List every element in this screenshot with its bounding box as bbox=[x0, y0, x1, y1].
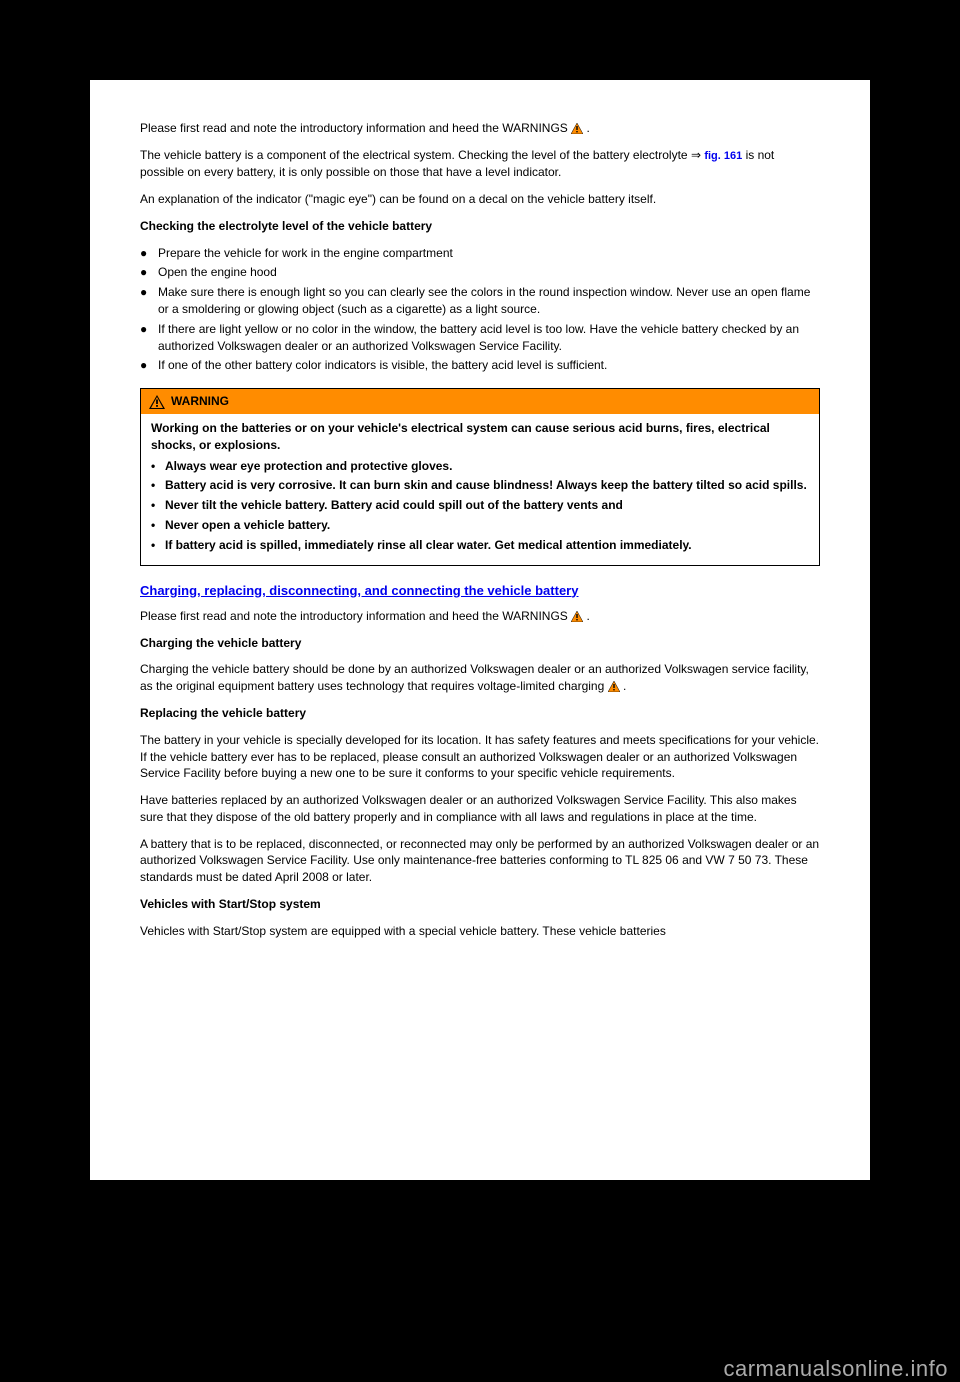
heading-charging: Charging the vehicle battery bbox=[140, 635, 820, 652]
step-text: Prepare the vehicle for work in the engi… bbox=[158, 245, 820, 262]
list-item: •Battery acid is very corrosive. It can … bbox=[151, 477, 809, 494]
list-item: ● If there are light yellow or no color … bbox=[140, 321, 820, 355]
replace-paragraph: The battery in your vehicle is specially… bbox=[140, 732, 820, 782]
warning-item-text: If battery acid is spilled, immediately … bbox=[165, 537, 809, 554]
warning-item-text: Never open a vehicle battery. bbox=[165, 517, 809, 534]
figure-link[interactable]: fig. 161 bbox=[704, 150, 742, 162]
list-item: ● If one of the other battery color indi… bbox=[140, 357, 820, 374]
warning-item-text: Always wear eye protection and protectiv… bbox=[165, 458, 809, 475]
warning-label: WARNING bbox=[171, 393, 229, 410]
list-item: •Always wear eye protection and protecti… bbox=[151, 458, 809, 475]
step-text: If there are light yellow or no color in… bbox=[158, 321, 820, 355]
step-text: Open the engine hood bbox=[158, 264, 820, 281]
step-text: Make sure there is enough light so you c… bbox=[158, 284, 820, 318]
warning-item-text: Battery acid is very corrosive. It can b… bbox=[165, 477, 809, 494]
steps-list: ● Prepare the vehicle for work in the en… bbox=[140, 245, 820, 375]
heading-check-electrolyte: Checking the electrolyte level of the ve… bbox=[140, 218, 820, 235]
warning-box: WARNING Working on the batteries or on y… bbox=[140, 388, 820, 565]
charging-paragraph: Charging the vehicle battery should be d… bbox=[140, 661, 820, 695]
bullet-marker: ● bbox=[140, 264, 158, 281]
intro-1b-text: . bbox=[586, 121, 589, 135]
list-item: •Never open a vehicle battery. bbox=[151, 517, 809, 534]
section-title-link[interactable]: Charging, replacing, disconnecting, and … bbox=[140, 582, 820, 600]
intro-4b-text: . bbox=[586, 609, 589, 623]
intro-paragraph-4: Please first read and note the introduct… bbox=[140, 608, 820, 625]
warning-lead: Working on the batteries or on your vehi… bbox=[151, 420, 809, 454]
intro-2a-text: The vehicle battery is a component of th… bbox=[140, 148, 704, 162]
warning-icon bbox=[571, 123, 583, 134]
charging-text-b: . bbox=[623, 679, 626, 693]
heading-replacing: Replacing the vehicle battery bbox=[140, 705, 820, 722]
intro-paragraph-3: An explanation of the indicator ("magic … bbox=[140, 191, 820, 208]
intro-4a-text: Please first read and note the introduct… bbox=[140, 609, 571, 623]
startstop-paragraph: Vehicles with Start/Stop system are equi… bbox=[140, 923, 820, 940]
bullet-marker: ● bbox=[140, 357, 158, 374]
list-item: •Never tilt the vehicle battery. Battery… bbox=[151, 497, 809, 514]
after-paragraph-1: Have batteries replaced by an authorized… bbox=[140, 792, 820, 826]
bullet-marker: ● bbox=[140, 321, 158, 355]
step-text: If one of the other battery color indica… bbox=[158, 357, 820, 374]
after-paragraph-2: A battery that is to be replaced, discon… bbox=[140, 836, 820, 886]
intro-paragraph-2: The vehicle battery is a component of th… bbox=[140, 147, 820, 181]
intro-1a-text: Please first read and note the introduct… bbox=[140, 121, 571, 135]
manual-page: Please first read and note the introduct… bbox=[90, 80, 870, 1180]
warning-icon bbox=[149, 395, 165, 409]
warning-body: Working on the batteries or on your vehi… bbox=[141, 414, 819, 565]
list-item: •If battery acid is spilled, immediately… bbox=[151, 537, 809, 554]
watermark-text: carmanualsonline.info bbox=[723, 1356, 948, 1382]
warning-icon bbox=[608, 681, 620, 692]
warning-item-text: Never tilt the vehicle battery. Battery … bbox=[165, 497, 809, 514]
intro-paragraph-1: Please first read and note the introduct… bbox=[140, 120, 820, 137]
warning-icon bbox=[571, 611, 583, 622]
bullet-marker: ● bbox=[140, 284, 158, 318]
list-item: ● Open the engine hood bbox=[140, 264, 820, 281]
list-item: ● Make sure there is enough light so you… bbox=[140, 284, 820, 318]
charging-text-a: Charging the vehicle battery should be d… bbox=[140, 662, 809, 693]
heading-startstop: Vehicles with Start/Stop system bbox=[140, 896, 820, 913]
warning-header: WARNING bbox=[141, 389, 819, 414]
bullet-marker: ● bbox=[140, 245, 158, 262]
list-item: ● Prepare the vehicle for work in the en… bbox=[140, 245, 820, 262]
